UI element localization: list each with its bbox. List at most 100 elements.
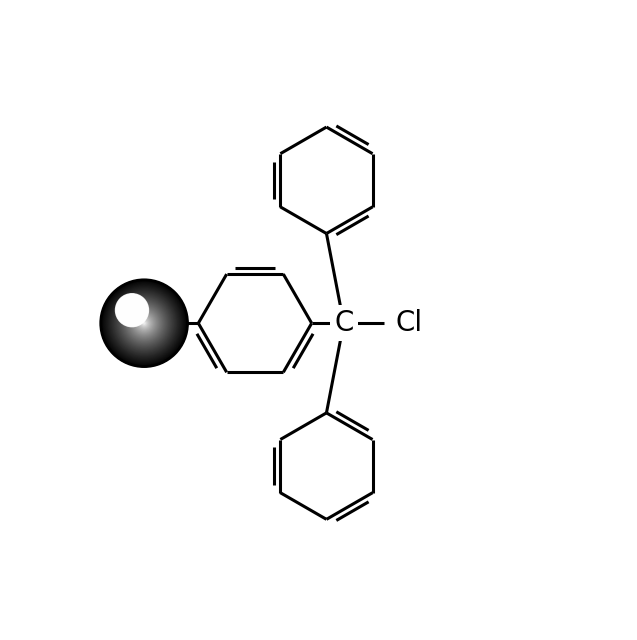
Circle shape — [134, 314, 154, 333]
Circle shape — [123, 301, 141, 319]
Circle shape — [121, 300, 143, 321]
Circle shape — [118, 296, 146, 324]
Circle shape — [140, 319, 148, 328]
Circle shape — [122, 300, 167, 346]
Circle shape — [120, 299, 169, 348]
Circle shape — [140, 318, 149, 328]
Circle shape — [140, 319, 148, 327]
Circle shape — [115, 294, 173, 352]
Circle shape — [123, 302, 165, 344]
Circle shape — [129, 308, 159, 338]
Circle shape — [136, 314, 153, 332]
Circle shape — [125, 304, 164, 342]
Circle shape — [129, 307, 135, 313]
Circle shape — [119, 297, 145, 323]
Circle shape — [104, 283, 184, 364]
Circle shape — [110, 289, 179, 358]
Circle shape — [110, 289, 178, 357]
Circle shape — [106, 285, 183, 362]
Circle shape — [104, 284, 183, 363]
Circle shape — [141, 320, 147, 326]
Circle shape — [143, 323, 145, 324]
Circle shape — [117, 295, 147, 325]
Circle shape — [132, 311, 157, 335]
Circle shape — [132, 312, 155, 335]
Circle shape — [103, 282, 186, 365]
Circle shape — [122, 300, 142, 320]
Circle shape — [124, 303, 165, 344]
Circle shape — [107, 286, 181, 360]
Circle shape — [120, 300, 168, 347]
Circle shape — [126, 304, 138, 316]
Circle shape — [136, 316, 152, 331]
Circle shape — [118, 297, 170, 349]
Circle shape — [142, 321, 147, 325]
Circle shape — [125, 303, 139, 317]
Circle shape — [101, 280, 187, 366]
Circle shape — [102, 281, 187, 365]
Circle shape — [130, 308, 134, 312]
Circle shape — [117, 296, 172, 351]
Circle shape — [111, 291, 176, 356]
Circle shape — [129, 307, 160, 339]
Circle shape — [117, 295, 147, 326]
Circle shape — [138, 317, 150, 329]
Circle shape — [130, 309, 158, 337]
Circle shape — [116, 295, 173, 351]
Circle shape — [135, 314, 154, 332]
Circle shape — [118, 296, 147, 324]
Circle shape — [116, 294, 148, 326]
Circle shape — [124, 303, 164, 343]
Circle shape — [132, 311, 156, 335]
Circle shape — [124, 303, 140, 318]
Circle shape — [127, 306, 136, 315]
Circle shape — [114, 293, 174, 353]
Circle shape — [124, 302, 140, 319]
Circle shape — [121, 300, 168, 346]
Circle shape — [119, 298, 169, 348]
Circle shape — [111, 290, 177, 356]
Circle shape — [112, 291, 176, 355]
Circle shape — [101, 280, 187, 367]
Circle shape — [114, 293, 175, 353]
Circle shape — [119, 298, 145, 323]
Circle shape — [128, 307, 136, 314]
Circle shape — [141, 321, 147, 326]
Circle shape — [103, 282, 185, 364]
Circle shape — [137, 316, 151, 330]
Circle shape — [107, 286, 182, 360]
Circle shape — [113, 292, 175, 354]
Circle shape — [118, 296, 171, 350]
Circle shape — [125, 304, 163, 342]
Circle shape — [139, 318, 150, 328]
Circle shape — [125, 303, 139, 317]
Circle shape — [109, 288, 180, 358]
Circle shape — [117, 296, 171, 350]
Circle shape — [129, 308, 159, 339]
Circle shape — [127, 307, 161, 340]
Text: C: C — [334, 309, 354, 337]
Circle shape — [106, 285, 182, 361]
Circle shape — [133, 312, 155, 334]
Circle shape — [129, 307, 135, 314]
Circle shape — [134, 313, 154, 333]
Circle shape — [127, 306, 161, 340]
Circle shape — [115, 294, 148, 326]
Circle shape — [127, 305, 137, 315]
Circle shape — [131, 309, 133, 311]
Circle shape — [143, 321, 146, 325]
Circle shape — [115, 294, 173, 353]
Circle shape — [118, 298, 169, 349]
Circle shape — [110, 289, 178, 357]
Circle shape — [122, 301, 166, 346]
Circle shape — [113, 292, 176, 355]
Circle shape — [108, 287, 180, 359]
Circle shape — [103, 282, 185, 364]
Text: Cl: Cl — [396, 309, 422, 337]
Circle shape — [143, 322, 145, 324]
Circle shape — [123, 301, 141, 319]
Circle shape — [120, 298, 144, 323]
Circle shape — [122, 300, 143, 321]
Circle shape — [131, 310, 157, 336]
Circle shape — [131, 310, 158, 337]
